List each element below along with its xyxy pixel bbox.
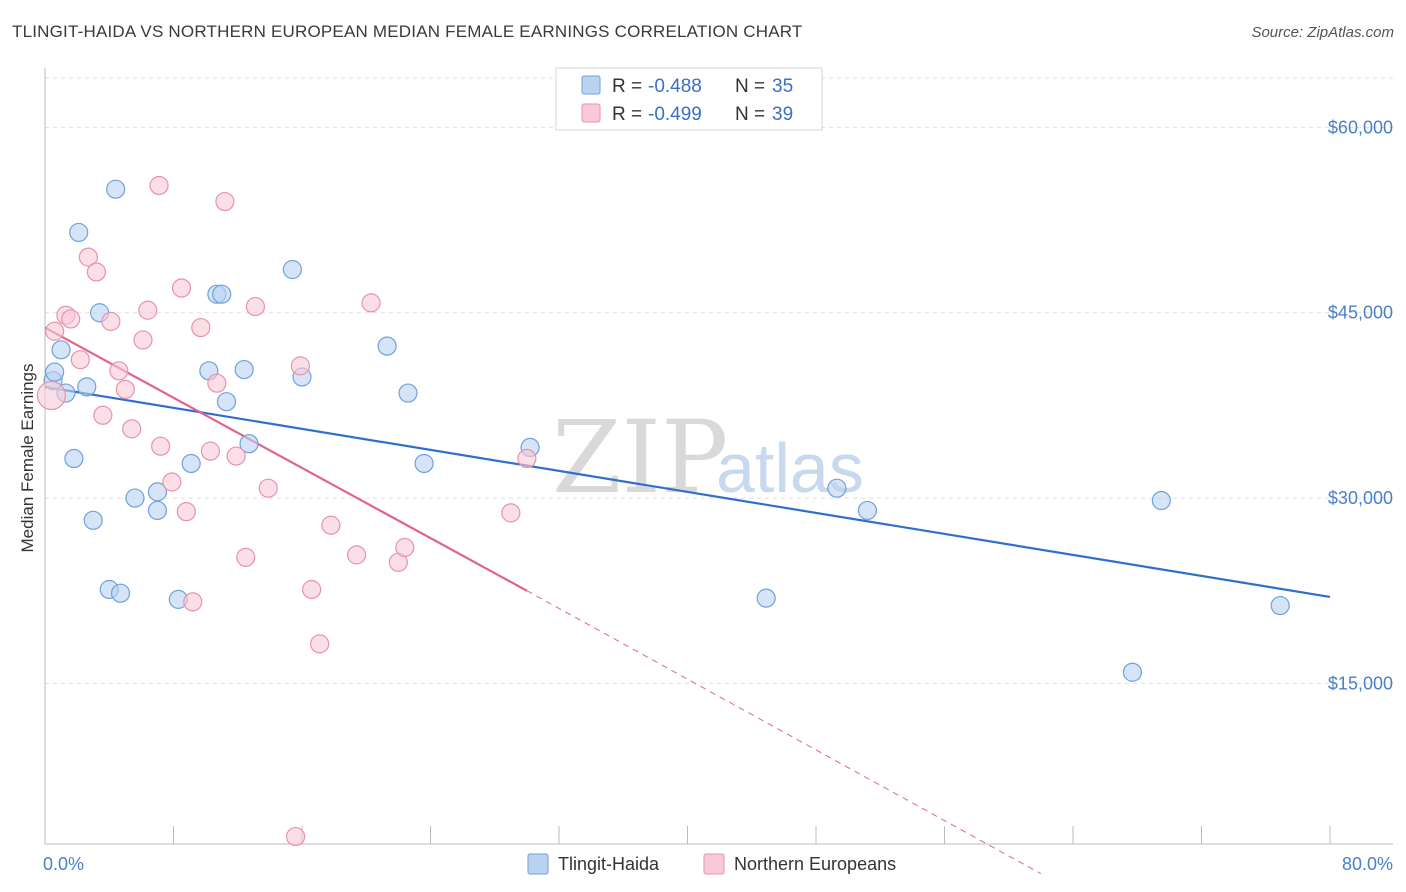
- point-tlingit-11: [110, 583, 131, 603]
- point-tlingit-1: [45, 362, 65, 382]
- source-label: Source: ZipAtlas.com: [1251, 24, 1394, 41]
- point-tlingit-29: [756, 588, 776, 608]
- point-tlingit-10: [106, 179, 126, 199]
- x-tick-max: 80.0%: [1342, 854, 1393, 874]
- point-northern-11: [122, 419, 142, 439]
- point-northern-21: [200, 441, 221, 461]
- point-northern-17: [171, 278, 192, 298]
- point-tlingit-4: [64, 448, 84, 469]
- data-points: [36, 175, 1290, 847]
- point-northern-6: [86, 262, 107, 282]
- y-axis-title: Median Female Earnings: [18, 364, 37, 553]
- point-tlingit-32: [1122, 662, 1143, 682]
- legend-r-value-1: -0.488: [648, 76, 702, 97]
- y-tick-label-3: $60,000: [1328, 117, 1393, 137]
- bottom-legend-swatch-northern: [703, 853, 725, 875]
- point-tlingit-14: [147, 482, 168, 502]
- point-tlingit-6: [77, 377, 97, 397]
- point-northern-10: [115, 379, 135, 399]
- point-tlingit-12: [125, 488, 145, 508]
- point-northern-20: [191, 317, 211, 338]
- legend-r-value-2: -0.499: [648, 104, 702, 125]
- point-northern-32: [321, 515, 341, 535]
- point-northern-38: [517, 448, 537, 469]
- point-northern-30: [302, 579, 322, 600]
- point-northern-7: [93, 405, 113, 425]
- point-northern-22: [207, 373, 227, 393]
- point-northern-37: [501, 503, 521, 523]
- legend-r-label-2: R =: [612, 104, 642, 125]
- bottom-legend-swatch-tlingit: [527, 853, 549, 875]
- legend: R = -0.488 N = 35 R = -0.499 N = 39: [555, 67, 823, 131]
- point-northern-0: [36, 380, 67, 411]
- trend-line-extension-northern: [526, 590, 1042, 875]
- point-northern-1: [45, 321, 65, 341]
- legend-swatch-tlingit: [581, 75, 601, 95]
- point-tlingit-21: [234, 359, 254, 380]
- point-northern-4: [70, 350, 90, 370]
- point-northern-16: [162, 472, 182, 492]
- point-northern-3: [61, 309, 81, 329]
- axes: [44, 68, 1393, 845]
- bottom-legend-label-northern: Northern Europeans: [734, 854, 896, 874]
- point-northern-19: [183, 592, 203, 612]
- point-northern-14: [149, 175, 169, 196]
- legend-r-label-1: R =: [612, 76, 642, 97]
- watermark-zip: ZIP: [552, 399, 728, 516]
- point-northern-33: [347, 545, 367, 565]
- point-northern-23: [215, 191, 235, 212]
- point-tlingit-22: [239, 434, 259, 454]
- chart-title: TLINGIT-HAIDA VS NORTHERN EUROPEAN MEDIA…: [12, 22, 803, 41]
- grid: [45, 77, 1393, 684]
- point-tlingit-30: [827, 478, 847, 498]
- point-northern-29: [290, 356, 310, 376]
- point-northern-13: [138, 300, 158, 320]
- y-tick-labels: $15,000 $30,000 $45,000 $60,000: [1328, 117, 1393, 693]
- point-northern-15: [151, 436, 171, 456]
- y-tick-label-2: $45,000: [1328, 303, 1393, 323]
- point-tlingit-26: [398, 383, 418, 403]
- bottom-legend: Tlingit-Haida Northern Europeans: [527, 853, 896, 875]
- point-northern-28: [285, 826, 306, 847]
- point-northern-31: [310, 634, 330, 654]
- y-tick-label-1: $30,000: [1328, 488, 1393, 508]
- point-tlingit-34: [1270, 595, 1290, 616]
- point-tlingit-27: [414, 453, 434, 474]
- point-northern-18: [176, 502, 196, 522]
- x-tick-min: 0.0%: [43, 854, 84, 874]
- point-northern-8: [101, 311, 121, 331]
- point-northern-25: [236, 547, 256, 567]
- point-tlingit-25: [377, 336, 397, 356]
- bottom-legend-label-tlingit: Tlingit-Haida: [558, 854, 660, 874]
- point-tlingit-31: [857, 500, 878, 521]
- point-northern-26: [245, 296, 266, 317]
- watermark: ZIP atlas: [552, 399, 864, 516]
- legend-n-value-2: 39: [772, 104, 793, 125]
- point-tlingit-5: [69, 222, 89, 243]
- legend-n-label-1: N =: [735, 76, 765, 97]
- point-northern-27: [258, 478, 278, 498]
- point-northern-5: [78, 247, 98, 267]
- legend-swatch-northern: [581, 103, 601, 123]
- point-tlingit-2: [51, 340, 71, 360]
- point-tlingit-20: [216, 392, 237, 412]
- y-tick-label-0: $15,000: [1328, 673, 1393, 693]
- point-northern-24: [226, 446, 246, 466]
- point-northern-36: [395, 537, 415, 558]
- legend-n-value-1: 35: [772, 76, 793, 97]
- point-tlingit-7: [83, 510, 103, 530]
- point-tlingit-33: [1151, 490, 1171, 511]
- trend-line-tlingit: [44, 385, 1331, 598]
- point-tlingit-23: [282, 259, 302, 280]
- point-northern-12: [133, 330, 153, 350]
- point-northern-34: [361, 293, 381, 313]
- point-northern-9: [109, 361, 129, 381]
- point-tlingit-19: [212, 284, 232, 304]
- legend-n-label-2: N =: [735, 104, 765, 125]
- point-tlingit-13: [147, 500, 168, 521]
- point-tlingit-16: [181, 453, 201, 474]
